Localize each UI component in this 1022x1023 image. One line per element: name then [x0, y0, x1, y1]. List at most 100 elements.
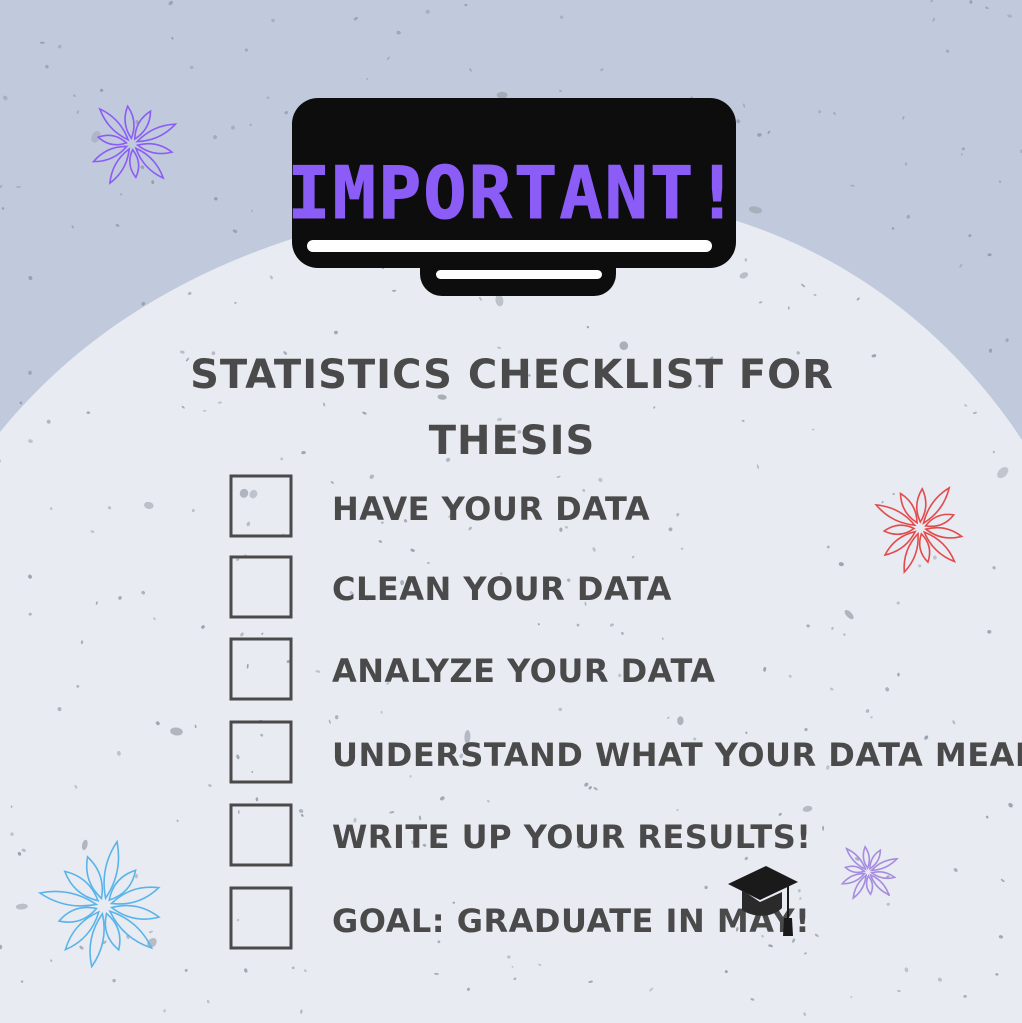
speckle [495, 294, 504, 307]
speckle [333, 330, 338, 335]
speckle [761, 934, 764, 938]
checkbox-icon[interactable] [229, 803, 293, 867]
speckle [998, 180, 1002, 183]
speckle [81, 839, 88, 851]
burst-icon [91, 104, 178, 185]
speckle [21, 848, 26, 852]
speckle [593, 787, 598, 791]
speckle [850, 184, 855, 187]
speckle [826, 765, 830, 770]
speckle [833, 112, 836, 115]
speckle [365, 598, 370, 601]
speckle [997, 467, 1009, 479]
speckle [203, 409, 207, 412]
speckle [271, 18, 275, 23]
speckle [189, 65, 194, 69]
speckle [856, 297, 860, 301]
graduation-cap-icon [728, 866, 798, 936]
speckle [497, 346, 502, 349]
speckle [386, 682, 390, 685]
speckle [73, 94, 76, 97]
checklist-item: CLEAN YOUR DATA [229, 555, 671, 619]
checkbox-icon[interactable] [229, 555, 293, 619]
speckle [298, 809, 304, 813]
speckle [750, 742, 753, 745]
speckle [505, 447, 509, 451]
burst-petal [845, 847, 867, 871]
speckle [487, 799, 490, 803]
speckle [28, 275, 33, 281]
speckle [797, 889, 801, 893]
speckle [217, 401, 223, 404]
speckle [232, 229, 238, 233]
speckle [960, 153, 963, 156]
burst-petal [109, 886, 161, 905]
title-underline [307, 240, 712, 252]
speckle [17, 851, 22, 856]
speckle [801, 283, 806, 288]
speckle [744, 856, 749, 861]
speckle [566, 578, 571, 582]
speckle [286, 659, 291, 664]
speckle [528, 374, 531, 377]
speckle [427, 561, 430, 565]
speckle [0, 184, 3, 188]
speckle [80, 640, 84, 645]
speckle [830, 687, 834, 691]
burst-icon [840, 845, 899, 900]
speckle [619, 341, 629, 351]
burst-petal [883, 530, 917, 557]
checklist-item: UNDERSTAND WHAT YOUR DATA MEANS [229, 720, 1022, 784]
burst-petal [852, 873, 868, 900]
speckle [963, 994, 967, 998]
speckle [756, 464, 760, 470]
speckle [437, 394, 447, 400]
speckle [28, 612, 32, 616]
speckle [155, 721, 160, 726]
checkbox-icon[interactable] [229, 720, 293, 784]
speckle [792, 938, 796, 943]
speckle [469, 68, 472, 72]
checkbox-icon[interactable] [229, 886, 293, 950]
speckle [466, 987, 471, 991]
speckle [112, 978, 116, 983]
speckle [470, 841, 474, 844]
speckle [348, 751, 353, 753]
speckle [892, 493, 895, 495]
speckle [987, 629, 992, 634]
speckle [261, 632, 264, 635]
speckle [214, 197, 218, 201]
burst-petal [109, 904, 161, 920]
checkbox-icon[interactable] [229, 474, 293, 538]
speckle [558, 707, 563, 712]
burst-petal [882, 524, 916, 536]
speckle [118, 595, 122, 600]
burst-petal [869, 873, 891, 897]
speckle [0, 944, 3, 950]
speckle [116, 750, 121, 756]
speckle [439, 796, 445, 801]
speckle [763, 666, 767, 672]
speckle [806, 624, 810, 628]
burst-petal [922, 530, 956, 563]
burst-petal [98, 107, 130, 142]
checkbox-icon[interactable] [229, 637, 293, 701]
speckle [778, 812, 782, 816]
speckle [120, 193, 123, 196]
speckle [396, 30, 401, 35]
speckle [107, 506, 112, 510]
speckle [609, 623, 614, 627]
speckle [236, 754, 240, 760]
speckle [194, 724, 197, 729]
speckle [1005, 338, 1009, 343]
speckle [618, 673, 622, 678]
checklist-item-label: WRITE UP YOUR RESULTS! [332, 818, 811, 856]
burst-petal [134, 109, 152, 141]
speckle [244, 968, 248, 973]
speckle [496, 91, 508, 99]
speckle [995, 973, 999, 976]
speckle [301, 450, 306, 455]
speckle [389, 811, 395, 814]
speckle [1008, 802, 1013, 808]
speckle [74, 784, 78, 789]
